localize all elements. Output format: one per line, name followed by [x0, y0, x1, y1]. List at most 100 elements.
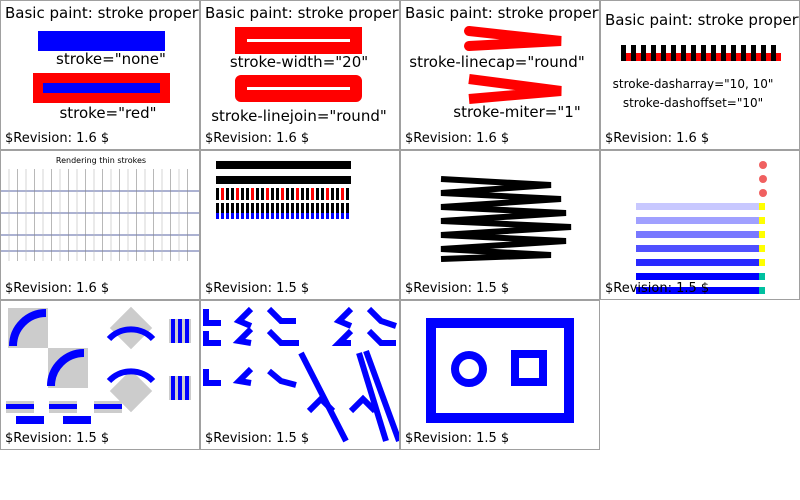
revision: $Revision: 1.6 $ [405, 131, 509, 146]
pattern-tick [216, 188, 219, 200]
stripe [171, 319, 175, 343]
join-shape [232, 326, 254, 346]
black-bar [216, 161, 351, 169]
dot [759, 161, 767, 169]
join-shape [331, 328, 354, 346]
pattern-tick [331, 188, 334, 200]
pattern-tick [346, 188, 349, 200]
pattern-tick [341, 188, 344, 200]
cell-title: Basic paint: stroke properties. [5, 4, 200, 22]
revision: $Revision: 1.6 $ [5, 131, 109, 146]
pattern-tick [296, 188, 299, 200]
diagonal [356, 352, 389, 442]
pattern-tick [286, 188, 289, 200]
cell-label: stroke-linecap="round" [409, 53, 584, 71]
revision: $Revision: 1.5 $ [405, 431, 509, 446]
pattern-tick [276, 213, 279, 219]
join-shape [366, 328, 396, 346]
blue-bar [63, 416, 91, 424]
blue-bar [636, 217, 760, 224]
cell-canvas: Basic paint: stroke properties. stroke="… [5, 4, 200, 146]
pattern-tick [256, 203, 259, 213]
pattern-tick [251, 213, 254, 219]
blue-bar [636, 273, 760, 280]
pattern-tick [331, 203, 334, 213]
join-shape [267, 368, 297, 388]
end-cap [759, 287, 765, 294]
cell-canvas: $Revision: 1.5 $ [605, 161, 767, 296]
join-shape [232, 366, 254, 386]
pattern-tick [231, 188, 234, 200]
pattern-tick [316, 213, 319, 219]
stripe [178, 376, 182, 400]
pattern-tick [316, 188, 319, 200]
pattern-tick [306, 213, 309, 219]
pattern-tick [346, 213, 349, 219]
cell-canvas: Basic paint: stroke properties. stroke-l… [405, 4, 599, 146]
join-shape [333, 306, 354, 329]
cell-label: stroke-linejoin="round" [211, 107, 387, 125]
pattern-tick [226, 188, 229, 200]
pattern-tick [221, 188, 224, 200]
pattern-tick [266, 188, 269, 200]
blue-bar [636, 245, 760, 252]
blue-bar [636, 287, 760, 294]
pattern-tick [236, 203, 239, 213]
round-cap-shape [464, 26, 562, 51]
pattern-tick [241, 188, 244, 200]
blue-frame [426, 318, 574, 423]
pattern-tick [311, 213, 314, 219]
join-shape [203, 369, 221, 386]
cell-label: stroke="none" [56, 50, 166, 68]
test-cell: $Revision: 1.5 $ [400, 150, 600, 300]
revision: $Revision: 1.5 $ [205, 281, 309, 296]
arc [9, 309, 47, 347]
pattern-tick [306, 203, 309, 213]
cell-canvas: $Revision: 1.5 $ [203, 306, 399, 446]
pattern-tick [326, 203, 329, 213]
pattern-tick [346, 203, 349, 213]
join-shape [203, 331, 221, 346]
pattern-tick [316, 203, 319, 213]
pattern-tick [251, 188, 254, 200]
pattern-tick [286, 203, 289, 213]
test-cell: Basic paint: stroke properties. stroke-d… [600, 0, 800, 150]
revision: $Revision: 1.5 $ [405, 281, 509, 296]
pattern-tick [326, 213, 329, 219]
join-shape [348, 394, 378, 414]
cell-label: stroke-dasharray="10, 10" [613, 77, 774, 91]
pattern-tick [246, 203, 249, 213]
pattern-tick [246, 213, 249, 219]
test-cell: $Revision: 1.5 $ [600, 150, 800, 300]
blue-bar [636, 203, 760, 210]
blue-bar [636, 259, 760, 266]
pattern-tick [311, 188, 314, 200]
pattern-tick [296, 213, 299, 219]
zigzag [440, 176, 572, 262]
pattern-tick [281, 203, 284, 213]
pattern-tick [291, 188, 294, 200]
pattern-tick [266, 213, 269, 219]
pattern-tick [251, 203, 254, 213]
pattern-tick [276, 203, 279, 213]
revision: $Revision: 1.5 $ [5, 431, 109, 446]
end-cap [759, 203, 765, 210]
blue-bar [94, 404, 122, 409]
cell-canvas: Basic paint: stroke properties. stroke-w… [205, 4, 399, 146]
blue-bar [49, 404, 77, 409]
pattern-tick [261, 203, 264, 213]
pattern-tick [331, 213, 334, 219]
stripe [171, 376, 175, 400]
pattern-tick [311, 203, 314, 213]
cell-label: stroke-miter="1" [453, 103, 580, 121]
end-cap [759, 217, 765, 224]
pattern-tick [231, 203, 234, 213]
pattern-tick [266, 203, 269, 213]
cell-label: stroke="red" [59, 104, 156, 122]
cell-canvas: Rendering thin strokes $Revision: 1.6 $ [1, 156, 199, 296]
pattern-tick [341, 213, 344, 219]
test-cell: Basic paint: stroke properties. stroke-w… [200, 0, 400, 150]
cell-canvas: $Revision: 1.5 $ [405, 176, 572, 296]
red-stroked-rect [33, 73, 170, 103]
blue-circle [451, 351, 487, 387]
